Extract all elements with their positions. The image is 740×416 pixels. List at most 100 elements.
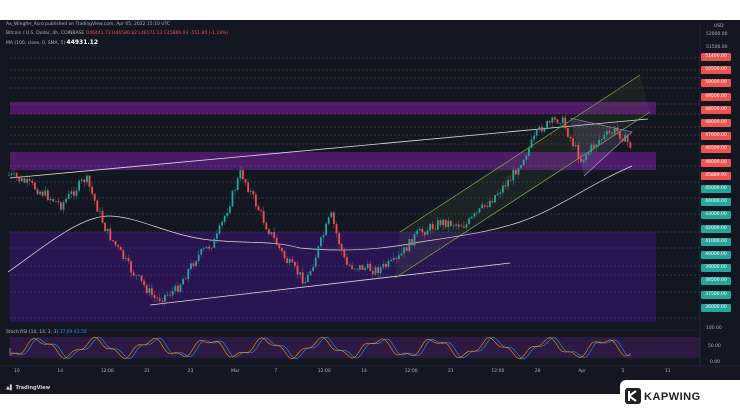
candle-body <box>91 186 93 194</box>
candle-body <box>517 168 520 175</box>
candle-body <box>457 224 460 227</box>
price-tag: 42000.00 <box>701 224 731 233</box>
candle-body <box>242 170 244 180</box>
candle-body <box>512 169 515 181</box>
candle-body <box>556 119 559 124</box>
candle-body <box>109 228 112 241</box>
candle-body <box>483 204 486 207</box>
candle-body <box>338 233 340 245</box>
time-axis-label: 23 <box>187 369 194 374</box>
candle-body <box>247 182 249 192</box>
candle-body <box>465 224 468 228</box>
candle-body <box>234 190 236 191</box>
candle-body <box>392 257 395 260</box>
candle-body <box>530 139 533 148</box>
candle-body <box>23 178 26 183</box>
candle-body <box>590 144 593 153</box>
candle-body <box>541 126 543 132</box>
candle-body <box>34 182 36 190</box>
candle-body <box>257 206 260 211</box>
candle-body <box>377 267 379 274</box>
candle-body <box>260 210 262 212</box>
time-axis-label: 21 <box>448 369 454 374</box>
candle-body <box>213 238 216 248</box>
candle-body <box>296 265 299 275</box>
candle-body <box>340 244 343 251</box>
candle-body <box>364 268 366 271</box>
candle-body <box>356 268 359 270</box>
candle-body <box>21 178 23 182</box>
candle-body <box>403 247 405 254</box>
candle-body <box>359 265 361 270</box>
candle-body <box>416 230 418 235</box>
candle-body <box>210 247 213 249</box>
time-axis-label: Apr <box>578 369 586 374</box>
kapwing-text: KAPWING <box>644 391 701 403</box>
candle-body <box>421 228 424 233</box>
candle-body <box>473 213 476 217</box>
candle-body <box>439 220 442 226</box>
candle-body <box>151 288 153 296</box>
candle-body <box>424 232 426 235</box>
candle-body <box>522 159 525 166</box>
candle-body <box>564 117 567 129</box>
candle-body <box>171 291 174 296</box>
candle-body <box>463 226 465 228</box>
candle-body <box>197 254 200 262</box>
price-tag: 40000.00 <box>701 251 731 259</box>
candle-body <box>231 190 234 207</box>
candle-body <box>65 198 67 203</box>
candle-body <box>278 245 281 249</box>
price-tag: 37500.00 <box>701 290 731 299</box>
candle-body <box>140 275 143 281</box>
candle-body <box>502 185 504 193</box>
candle-body <box>226 212 229 216</box>
time-axis-label: 14 <box>361 369 367 374</box>
candle-body <box>621 138 624 142</box>
candle-body <box>135 275 138 276</box>
candle-body <box>442 219 444 226</box>
candle-body <box>335 224 338 234</box>
candle-body <box>54 201 57 202</box>
price-tag: 48000.00 <box>701 119 731 127</box>
candle-body <box>476 212 478 214</box>
candle-body <box>47 190 49 201</box>
candle-body <box>255 194 257 207</box>
candle-body <box>382 263 385 268</box>
time-axis-label: 7 <box>274 369 278 374</box>
candle-body <box>294 262 296 266</box>
candle-body <box>304 282 307 284</box>
candle-body <box>270 232 273 235</box>
rsi-axis-100: 100.00 <box>706 326 722 331</box>
price-tag: 51400.00 <box>701 53 731 61</box>
candle-body <box>174 285 177 292</box>
candle-body <box>515 169 517 175</box>
candle-body <box>148 288 151 294</box>
candle-body <box>361 265 364 271</box>
candle-body <box>8 174 10 176</box>
candle-body <box>307 274 309 283</box>
candle-body <box>239 170 242 179</box>
price-tag: 46500.00 <box>701 145 731 154</box>
lower-trendline <box>149 262 511 306</box>
candle-body <box>525 155 528 160</box>
candle-body <box>447 221 450 228</box>
candle-body <box>309 270 312 275</box>
candle-body <box>353 268 356 270</box>
candle-body <box>216 233 218 239</box>
candle-body <box>452 225 455 227</box>
rsi-label: Stoch RSI (14, 14, 3, 3) <box>6 330 59 335</box>
candle-body <box>200 248 203 255</box>
channel-lower <box>394 111 651 279</box>
candle-body <box>348 264 351 266</box>
candle-body <box>244 179 247 183</box>
candle-body <box>535 130 538 136</box>
candle-body <box>223 215 226 222</box>
candle-body <box>314 257 317 268</box>
candle-body <box>395 257 398 259</box>
candle-body <box>291 259 294 263</box>
candle-body <box>44 190 47 196</box>
candle-body <box>31 180 34 183</box>
candle-body <box>143 280 145 286</box>
